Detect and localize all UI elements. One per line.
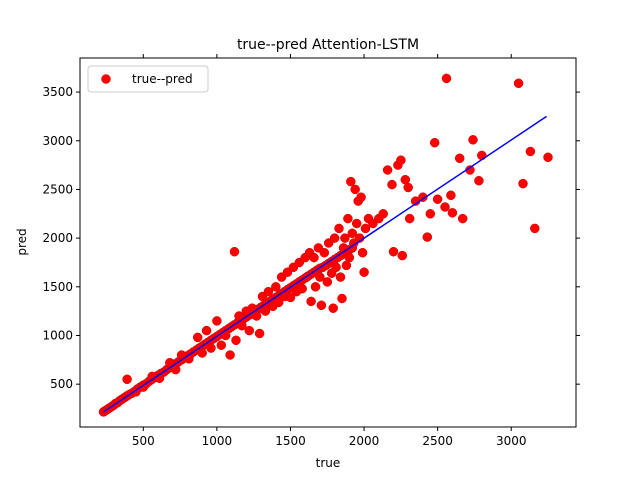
data-point	[271, 282, 281, 292]
data-point	[229, 246, 240, 257]
data-point	[343, 213, 353, 224]
data-point	[192, 332, 203, 343]
data-point	[530, 223, 540, 234]
data-point	[340, 233, 350, 243]
data-point	[347, 228, 358, 239]
data-point	[310, 282, 321, 292]
data-point	[328, 303, 338, 313]
data-point	[285, 292, 296, 303]
axes: 500 1000 1500 2000 2500 3000 500 1000 1500 2000 25…	[42, 54, 580, 448]
data-point	[425, 209, 436, 219]
y-axis-label: pred	[15, 228, 29, 255]
x-tick-label: 500	[132, 434, 155, 448]
data-point	[315, 272, 325, 282]
data-point	[216, 340, 227, 350]
data-point	[518, 178, 528, 189]
data-point	[297, 283, 307, 294]
x-tick-label: 1500	[275, 434, 306, 448]
y-tick-label: 500	[50, 377, 73, 391]
data-point	[543, 152, 553, 163]
data-point	[387, 179, 397, 190]
data-point	[201, 325, 212, 336]
data-point	[244, 325, 255, 336]
data-point	[231, 335, 241, 346]
data-point	[306, 296, 316, 307]
data-point	[322, 277, 333, 287]
legend-box	[87, 65, 209, 93]
data-point	[446, 190, 456, 201]
data-point	[319, 247, 330, 258]
data-point	[234, 311, 244, 321]
x-tick-label: 3000	[496, 434, 527, 448]
data-point	[454, 153, 465, 164]
data-point	[138, 382, 149, 392]
data-point	[457, 213, 468, 224]
data-point	[418, 192, 428, 202]
data-point	[260, 306, 271, 316]
data-point	[254, 328, 265, 339]
data-point	[346, 176, 356, 187]
y-tick-label: 2500	[42, 182, 73, 196]
data-point	[360, 223, 371, 234]
data-point	[525, 146, 536, 157]
data-point	[251, 311, 262, 321]
data-point	[441, 73, 452, 84]
data-point	[396, 155, 406, 165]
data-point	[403, 182, 413, 193]
data-point	[447, 208, 458, 218]
legend-marker	[101, 74, 111, 84]
data-point	[316, 300, 327, 311]
chart-title: true--pred Attention-LSTM	[237, 37, 419, 53]
y-tick-label: 1000	[42, 328, 73, 342]
data-point	[309, 252, 319, 263]
data-point	[263, 286, 274, 297]
data-point	[273, 297, 284, 308]
data-point	[225, 350, 235, 360]
data-point	[350, 184, 360, 195]
data-point	[432, 194, 443, 204]
data-point	[397, 250, 408, 261]
data-point	[344, 252, 355, 263]
data-point	[359, 267, 369, 277]
x-tick-label: 2000	[349, 434, 380, 448]
y-tick-label: 3000	[42, 134, 73, 148]
data-point	[335, 272, 346, 282]
x-axis-label: true	[316, 456, 341, 470]
data-point	[212, 316, 222, 326]
data-point	[440, 202, 450, 212]
data-point	[429, 137, 440, 148]
plot-area	[98, 73, 553, 417]
data-point	[237, 320, 247, 331]
data-point	[404, 213, 415, 224]
y-tick-label: 3500	[42, 85, 73, 99]
data-point	[378, 209, 388, 219]
x-tick-label: 1000	[202, 434, 233, 448]
data-point	[337, 293, 347, 304]
data-point	[382, 165, 393, 175]
data-point	[331, 262, 341, 273]
data-point	[122, 374, 132, 385]
data-point	[356, 192, 366, 202]
data-point	[329, 233, 340, 243]
data-point	[170, 364, 181, 375]
data-point	[513, 78, 524, 89]
legend-entry-label: true--pred	[132, 72, 193, 86]
data-point	[468, 135, 478, 145]
legend: true--pred	[87, 65, 209, 93]
y-tick-label: 1500	[42, 280, 73, 294]
data-point	[206, 343, 216, 353]
data-point	[357, 247, 368, 258]
data-point	[351, 218, 362, 229]
data-point	[474, 175, 484, 186]
data-point	[422, 232, 433, 242]
data-point	[477, 150, 487, 161]
fit-line	[103, 115, 547, 413]
data-point	[197, 348, 207, 358]
y-tick-label: 2000	[42, 231, 73, 245]
x-tick-label: 2500	[422, 434, 453, 448]
data-point	[388, 246, 399, 257]
data-point	[334, 223, 344, 234]
axes-frame	[79, 57, 577, 428]
